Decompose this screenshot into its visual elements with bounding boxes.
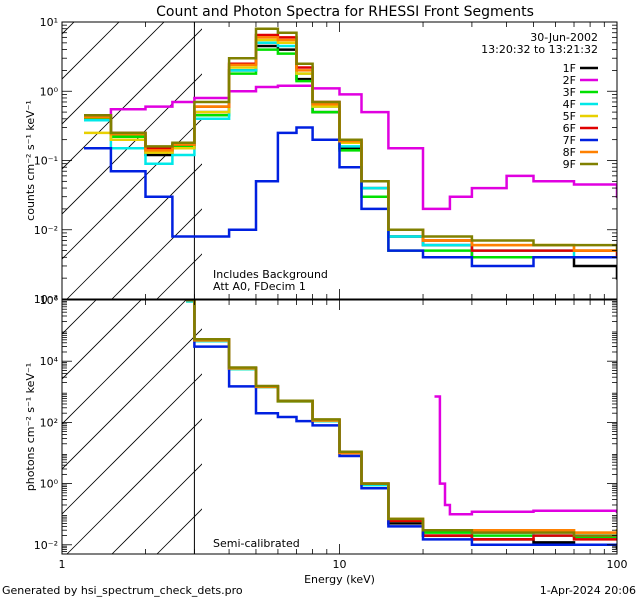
x-tick-label: 100 <box>607 558 628 571</box>
series-line-2F <box>434 395 617 516</box>
y-tick-label: 10¹ <box>40 16 58 29</box>
legend-label-2F: 2F <box>563 74 576 87</box>
y-tick-label: 10⁻³ <box>34 293 58 306</box>
legend-label-8F: 8F <box>563 146 576 159</box>
x-tick-label: 10 <box>333 558 347 571</box>
series-line-9F <box>186 300 617 537</box>
legend-label-7F: 7F <box>563 134 576 147</box>
series-line-7F <box>186 300 617 547</box>
y-axis-label: photons cm⁻² s⁻¹ keV⁻¹ <box>24 363 37 491</box>
footer-date: 1-Apr-2024 20:06 <box>540 584 636 597</box>
y-tick-label: 10² <box>40 416 58 429</box>
annotation-note1: Includes Background <box>213 268 328 281</box>
annotation-note2: Att A0, FDecim 1 <box>213 280 306 293</box>
y-tick-label: 10⁶ <box>40 294 59 307</box>
chart-title: Count and Photon Spectra for RHESSI Fron… <box>156 4 534 20</box>
footer-generated: Generated by hsi_spectrum_check_dets.pro <box>2 584 243 597</box>
y-tick-label: 10⁴ <box>40 355 59 368</box>
series-line-9F <box>84 27 617 252</box>
legend-label-4F: 4F <box>563 98 576 111</box>
y-tick-label: 10⁻² <box>34 224 58 237</box>
y-tick-label: 10⁻¹ <box>34 155 58 168</box>
annotation-time-range: 13:20:32 to 13:21:32 <box>481 43 598 56</box>
legend-label-6F: 6F <box>563 122 576 135</box>
hatch-region <box>62 300 202 554</box>
series-line-5F <box>186 300 617 534</box>
series-line-2F <box>84 84 617 211</box>
y-tick-label: 10⁻² <box>34 539 58 552</box>
x-axis-label: Energy (keV) <box>304 573 375 586</box>
photon-spectra-panel: 10⁻² 10⁰ 10² 10⁴ 10⁶ 1 10 100 photons cm⁻² s⁻¹ k… <box>24 294 628 586</box>
series-line-3F <box>186 300 617 539</box>
legend-label-9F: 9F <box>563 158 576 171</box>
annotation-date: 30-Jun-2002 <box>530 31 598 44</box>
legend-label-1F: 1F <box>563 62 576 75</box>
series-line-8F <box>186 300 617 534</box>
legend-label-3F: 3F <box>563 86 576 99</box>
series-line-4F <box>186 300 617 537</box>
legend-label-5F: 5F <box>563 110 576 123</box>
count-spectra-panel: 10⁻³ 10⁻² 10⁻¹ 10⁰ 10¹ counts cm⁻² s⁻¹ keV⁻¹ 3… <box>24 16 618 306</box>
x-tick-label: 1 <box>59 558 66 571</box>
annotation-note1: Semi-calibrated <box>213 537 300 550</box>
y-tick-label: 10⁰ <box>40 478 59 491</box>
y-axis-label: counts cm⁻² s⁻¹ keV⁻¹ <box>24 100 37 221</box>
y-tick-label: 10⁰ <box>40 85 59 98</box>
series-line-7F <box>84 126 617 268</box>
series-line-1F <box>84 44 617 280</box>
series-line-6F <box>186 300 617 541</box>
